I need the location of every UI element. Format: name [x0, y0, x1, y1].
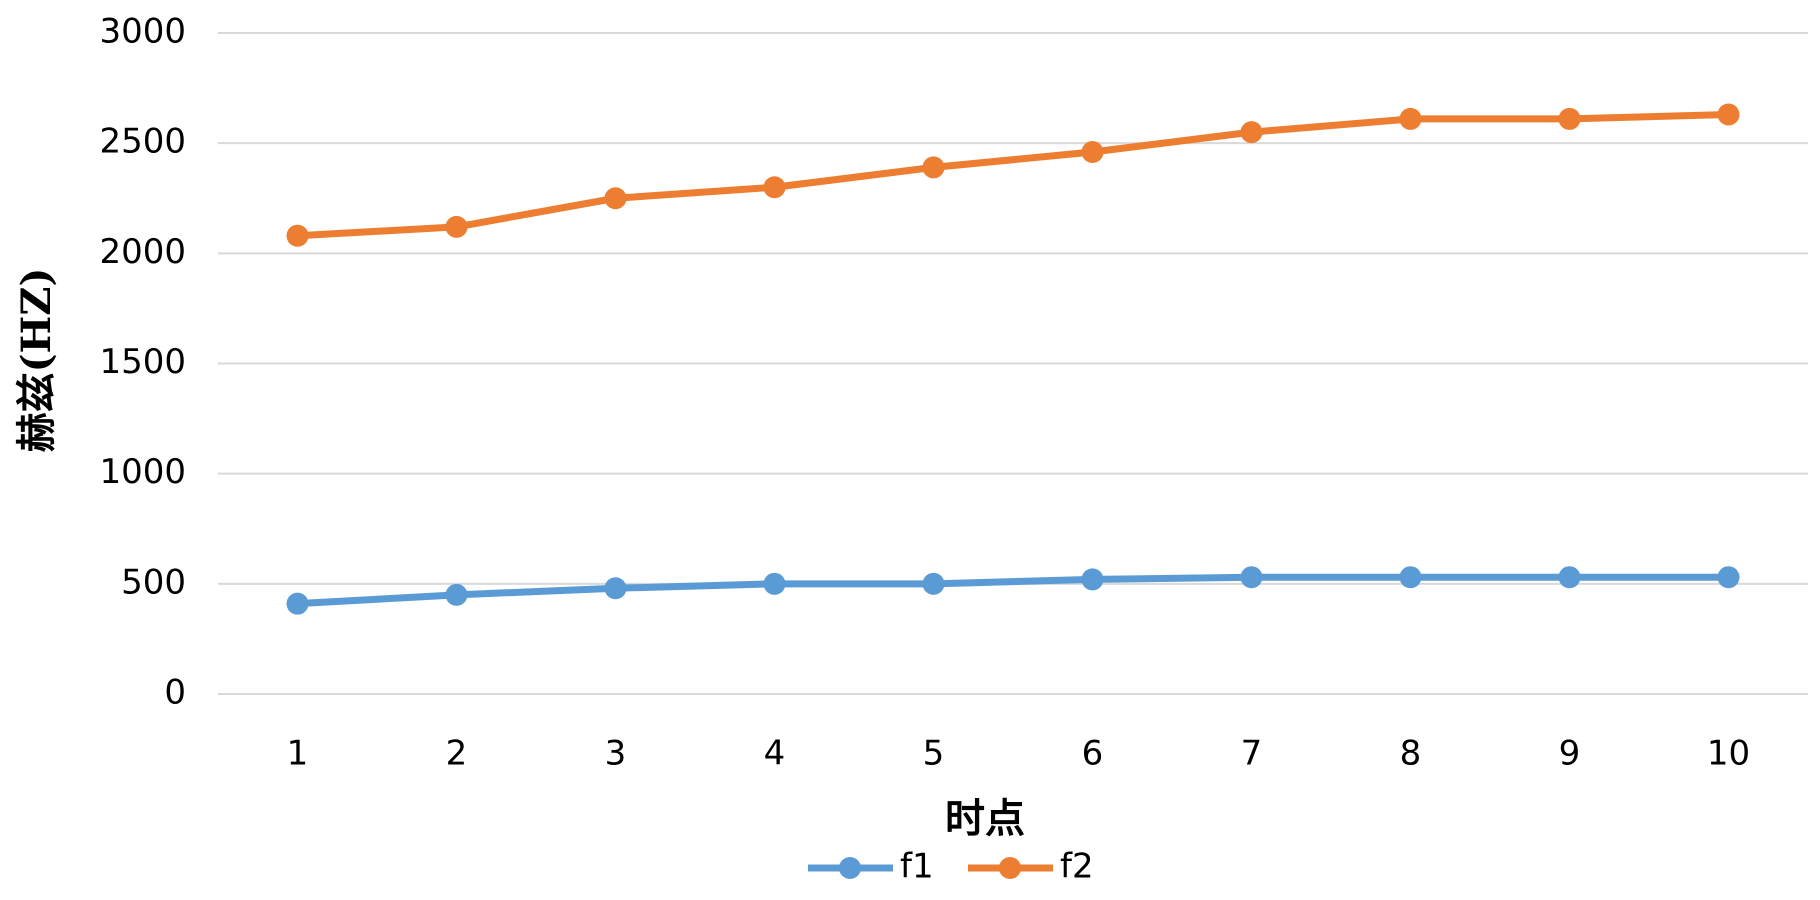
data-point [763, 572, 786, 595]
y-axis-title: 赫兹(HZ) [13, 268, 60, 453]
data-point [286, 592, 309, 615]
x-tick-label: 9 [1559, 734, 1581, 774]
legend-marker [839, 857, 861, 879]
data-point [1558, 566, 1581, 589]
data-point [1240, 566, 1263, 589]
x-tick-label: 2 [446, 734, 468, 774]
y-tick-label: 1000 [99, 452, 186, 492]
series-line [297, 573, 1729, 608]
y-tick-label: 0 [164, 673, 186, 713]
x-tick-label: 8 [1400, 734, 1422, 774]
data-point [286, 224, 309, 247]
data-point [445, 583, 468, 606]
data-point [763, 176, 786, 199]
data-point [1558, 107, 1581, 130]
data-point [1399, 566, 1422, 589]
data-point [1081, 140, 1104, 163]
data-point [1240, 121, 1263, 144]
series-line [297, 111, 1729, 240]
y-tick-label: 3000 [99, 12, 186, 52]
legend-marker [999, 857, 1021, 879]
data-point [1081, 568, 1104, 591]
data-point [1717, 103, 1740, 126]
legend-label: f1 [900, 847, 934, 887]
data-point [604, 577, 627, 600]
x-tick-label: 7 [1241, 734, 1263, 774]
data-point [445, 215, 468, 238]
x-tick-label: 1 [287, 734, 309, 774]
legend-label: f2 [1060, 847, 1094, 887]
data-point [1717, 566, 1740, 589]
x-tick-label: 6 [1082, 734, 1104, 774]
data-point [922, 156, 945, 179]
y-tick-label: 2000 [99, 232, 186, 272]
x-tick-label: 4 [764, 734, 786, 774]
x-tick-label: 5 [923, 734, 945, 774]
y-tick-label: 2500 [99, 122, 186, 162]
x-axis-title: 时点 [945, 795, 1025, 842]
y-tick-label: 1500 [99, 342, 186, 382]
y-tick-label: 500 [121, 562, 186, 602]
x-tick-label: 3 [605, 734, 627, 774]
x-tick-label: 10 [1707, 734, 1750, 774]
data-point [922, 572, 945, 595]
data-point [1399, 107, 1422, 130]
data-point [604, 187, 627, 210]
